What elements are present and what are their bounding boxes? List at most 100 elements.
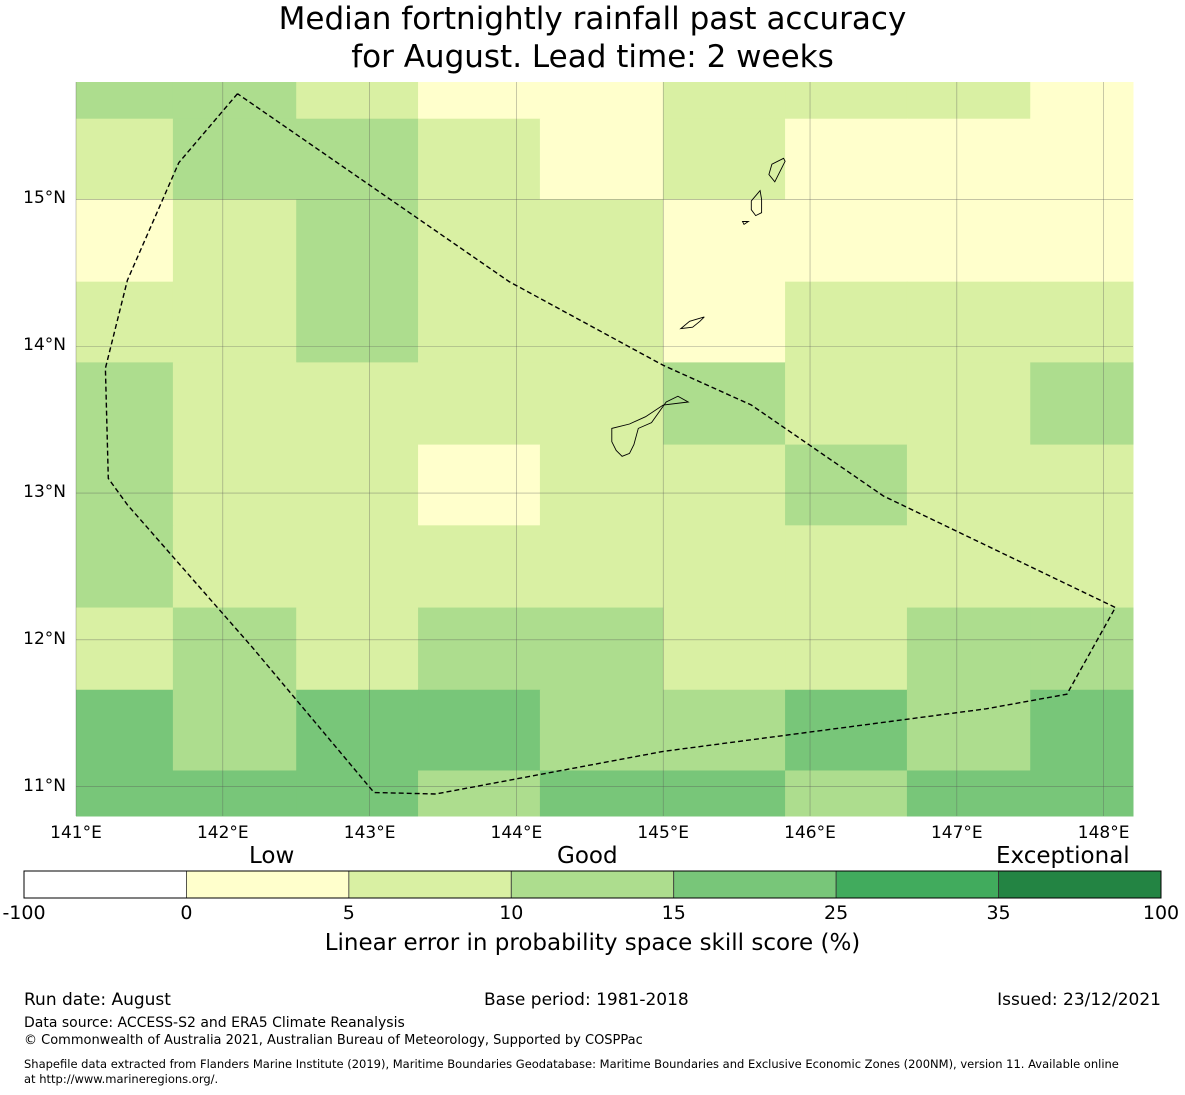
colorbar-tick-label: 5	[342, 902, 355, 924]
skill-cell	[785, 281, 908, 363]
skill-cell	[785, 770, 908, 817]
skill-cell	[296, 281, 419, 363]
skill-cell	[418, 118, 541, 200]
skill-cell	[76, 770, 174, 817]
skill-cell	[76, 607, 174, 691]
colorbar-axis-label: Linear error in probability space skill …	[324, 930, 861, 956]
skill-cell	[76, 281, 174, 363]
lon-tick-label: 143°E	[343, 823, 396, 843]
island-outline	[768, 157, 786, 183]
colorbar-tick-label: 15	[661, 902, 686, 924]
skill-cell	[539, 118, 664, 200]
lat-tick-label: 13°N	[23, 482, 66, 503]
skill-cell	[785, 362, 908, 446]
skill-cell	[906, 607, 1031, 691]
skill-cell	[172, 82, 297, 120]
skill-cell	[418, 199, 541, 283]
skill-cell	[539, 362, 664, 446]
skill-cell	[906, 82, 1031, 120]
skill-cell	[76, 199, 174, 283]
skill-cell	[172, 770, 297, 817]
skill-cell	[418, 362, 541, 446]
skill-cell	[76, 444, 174, 526]
skill-cell	[418, 607, 541, 691]
colorbar-swatch	[348, 870, 512, 899]
skill-cell	[1030, 199, 1134, 283]
skill-cell	[418, 444, 541, 526]
skill-cell	[906, 118, 1031, 200]
map-gridlines	[75, 82, 1133, 816]
skill-cell	[296, 444, 419, 526]
lat-tick-label: 11°N	[23, 775, 66, 796]
colorbar-swatch	[835, 870, 999, 899]
lat-tick-label: 15°N	[23, 188, 66, 209]
lat-tick-label: 12°N	[23, 628, 66, 649]
skill-cell	[539, 525, 664, 609]
skill-cell	[1030, 82, 1134, 120]
lat-tick-label: 14°N	[23, 335, 66, 356]
colorbar-tick-label: 35	[986, 902, 1011, 924]
lon-tick-label: 146°E	[784, 823, 836, 843]
eez-boundary	[104, 93, 1117, 795]
skill-cell	[76, 525, 174, 609]
skill-cell	[539, 444, 664, 526]
colorbar-swatch	[673, 870, 837, 899]
skill-cell	[172, 689, 297, 771]
skill-cell	[663, 199, 786, 283]
colorbar-tick-label: 25	[824, 902, 849, 924]
skill-cell	[906, 444, 1031, 526]
skill-cell	[539, 199, 664, 283]
skill-cell	[76, 362, 174, 446]
colorbar-tick-label: 100	[1142, 902, 1180, 924]
lon-tick-label: 144°E	[490, 823, 543, 843]
skill-cell	[418, 281, 541, 363]
skill-cell	[172, 444, 297, 526]
skill-cell	[1030, 118, 1134, 200]
shapefile-credit-line1: Shapefile data extracted from Flanders M…	[24, 1057, 1119, 1071]
skill-cell	[906, 362, 1031, 446]
skill-cell	[76, 82, 174, 120]
skill-cell	[418, 82, 541, 120]
skill-cell	[1030, 607, 1134, 691]
colorbar	[23, 870, 1162, 899]
skill-cell	[172, 362, 297, 446]
skill-cell	[663, 362, 786, 446]
skill-cell	[785, 689, 908, 771]
map-title: Median fortnightly rainfall past accurac…	[0, 0, 1185, 76]
island-outlines	[611, 157, 786, 457]
skill-cell	[1030, 444, 1134, 526]
lon-tick-label: 145°E	[637, 823, 690, 843]
skill-cell	[76, 689, 174, 771]
island-outline	[679, 316, 705, 330]
shapefile-credit-line2: at http://www.marineregions.org/.	[24, 1072, 219, 1086]
skill-cell	[1030, 525, 1134, 609]
skill-cell	[172, 199, 297, 283]
skill-cell	[785, 607, 908, 691]
map-title-line2: for August. Lead time: 2 weeks	[351, 39, 834, 75]
colorbar-swatch	[186, 870, 350, 899]
skill-cell	[663, 82, 786, 120]
skill-cell	[296, 770, 419, 817]
skill-cell	[906, 689, 1031, 771]
data-source: Data source: ACCESS-S2 and ERA5 Climate …	[24, 1015, 405, 1031]
skill-cell	[296, 362, 419, 446]
island-outline	[611, 395, 690, 457]
skill-cell	[296, 199, 419, 283]
colorbar-label-exceptional: Exceptional	[996, 843, 1130, 869]
skill-cell	[663, 689, 786, 771]
issued-date: Issued: 23/12/2021	[997, 990, 1161, 1010]
lon-tick-label: 141°E	[50, 823, 102, 843]
skill-cell	[785, 199, 908, 283]
skill-cell	[172, 525, 297, 609]
skill-cell	[296, 118, 419, 200]
skill-cell	[539, 281, 664, 363]
colorbar-tick-label: 10	[499, 902, 524, 924]
colorbar-label-low: Low	[249, 843, 295, 869]
skill-cell	[663, 770, 786, 817]
skill-cell	[663, 444, 786, 526]
island-outline	[741, 221, 750, 226]
skill-cell	[172, 118, 297, 200]
island-outline	[750, 189, 763, 217]
colorbar-tick-label: -100	[2, 902, 46, 924]
